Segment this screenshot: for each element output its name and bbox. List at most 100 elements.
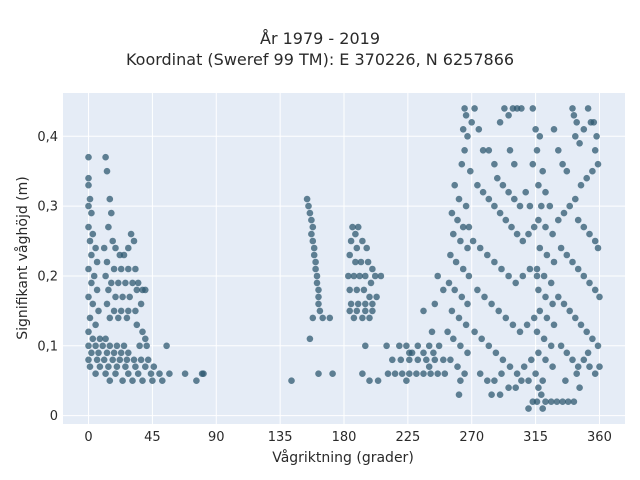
- data-point: [130, 237, 138, 245]
- data-point: [377, 272, 385, 280]
- data-point: [569, 258, 576, 266]
- data-point: [539, 377, 546, 385]
- data-point: [505, 384, 512, 392]
- data-point: [288, 377, 295, 385]
- data-point: [511, 195, 518, 203]
- data-point: [464, 244, 471, 252]
- data-point: [583, 174, 590, 182]
- data-point: [542, 188, 549, 196]
- data-point: [193, 377, 200, 385]
- x-tick-label: 180: [332, 430, 357, 445]
- data-point: [350, 272, 358, 280]
- data-point: [542, 398, 549, 406]
- data-point: [134, 279, 142, 287]
- data-point: [525, 377, 532, 385]
- data-point: [105, 223, 112, 231]
- data-point: [502, 216, 510, 224]
- data-point: [465, 223, 473, 231]
- data-point: [353, 244, 361, 252]
- data-point: [362, 272, 369, 280]
- data-point: [550, 321, 558, 329]
- y-tick-label: 0,4: [37, 130, 58, 145]
- data-point: [458, 160, 466, 168]
- data-point: [123, 356, 131, 364]
- data-point: [136, 342, 143, 350]
- data-point: [471, 105, 478, 112]
- data-point: [397, 356, 405, 364]
- data-point: [580, 272, 588, 280]
- data-point: [461, 370, 468, 378]
- data-point: [529, 160, 537, 168]
- data-point: [572, 133, 579, 140]
- data-point: [125, 244, 132, 252]
- data-point: [431, 300, 439, 308]
- data-point: [366, 377, 373, 385]
- data-point: [89, 335, 97, 343]
- data-point: [454, 363, 461, 371]
- data-point: [123, 314, 131, 322]
- data-point: [584, 105, 592, 112]
- data-point: [406, 356, 413, 364]
- data-point: [198, 370, 206, 378]
- data-point: [512, 279, 519, 287]
- data-point: [106, 377, 114, 385]
- data-point: [142, 335, 149, 343]
- data-point: [496, 209, 504, 217]
- data-point: [389, 356, 396, 364]
- data-point: [109, 237, 116, 245]
- data-point: [366, 293, 373, 301]
- data-point: [102, 370, 109, 378]
- data-point: [519, 272, 527, 280]
- data-point: [143, 342, 150, 350]
- data-point: [574, 363, 582, 371]
- data-point: [547, 342, 555, 350]
- data-point: [346, 251, 354, 259]
- data-point: [540, 335, 548, 343]
- data-point: [457, 237, 464, 245]
- data-point: [454, 216, 461, 224]
- data-point: [543, 251, 551, 259]
- data-point: [163, 342, 170, 350]
- data-point: [350, 314, 358, 322]
- data-point: [520, 363, 528, 371]
- data-point: [559, 160, 566, 168]
- data-point: [528, 356, 535, 364]
- data-point: [478, 335, 486, 343]
- data-point: [525, 230, 532, 238]
- data-point: [147, 370, 155, 378]
- data-point: [95, 307, 102, 315]
- data-point: [329, 370, 336, 378]
- data-point: [103, 167, 111, 175]
- data-point: [593, 133, 600, 140]
- data-point: [594, 342, 602, 350]
- data-point: [461, 105, 468, 112]
- data-point: [93, 356, 101, 364]
- data-point: [549, 300, 556, 308]
- data-point: [85, 202, 92, 210]
- data-point: [181, 370, 189, 378]
- data-point: [458, 293, 466, 301]
- data-point: [511, 160, 518, 168]
- data-point: [326, 314, 334, 322]
- data-point: [506, 147, 514, 154]
- data-point: [513, 370, 521, 378]
- data-point: [362, 342, 369, 350]
- data-point: [589, 335, 596, 343]
- data-point: [553, 398, 561, 406]
- data-point: [485, 342, 493, 350]
- data-point: [133, 321, 141, 329]
- data-point: [112, 293, 119, 301]
- data-point: [591, 370, 599, 378]
- data-point: [508, 223, 515, 231]
- data-point: [103, 258, 111, 266]
- data-point: [308, 230, 315, 238]
- data-point: [536, 244, 544, 252]
- data-point: [555, 293, 562, 301]
- data-point: [102, 272, 109, 280]
- data-point: [96, 363, 104, 371]
- data-point: [441, 370, 449, 378]
- data-point: [586, 363, 593, 371]
- data-point: [570, 112, 578, 119]
- data-point: [543, 314, 551, 322]
